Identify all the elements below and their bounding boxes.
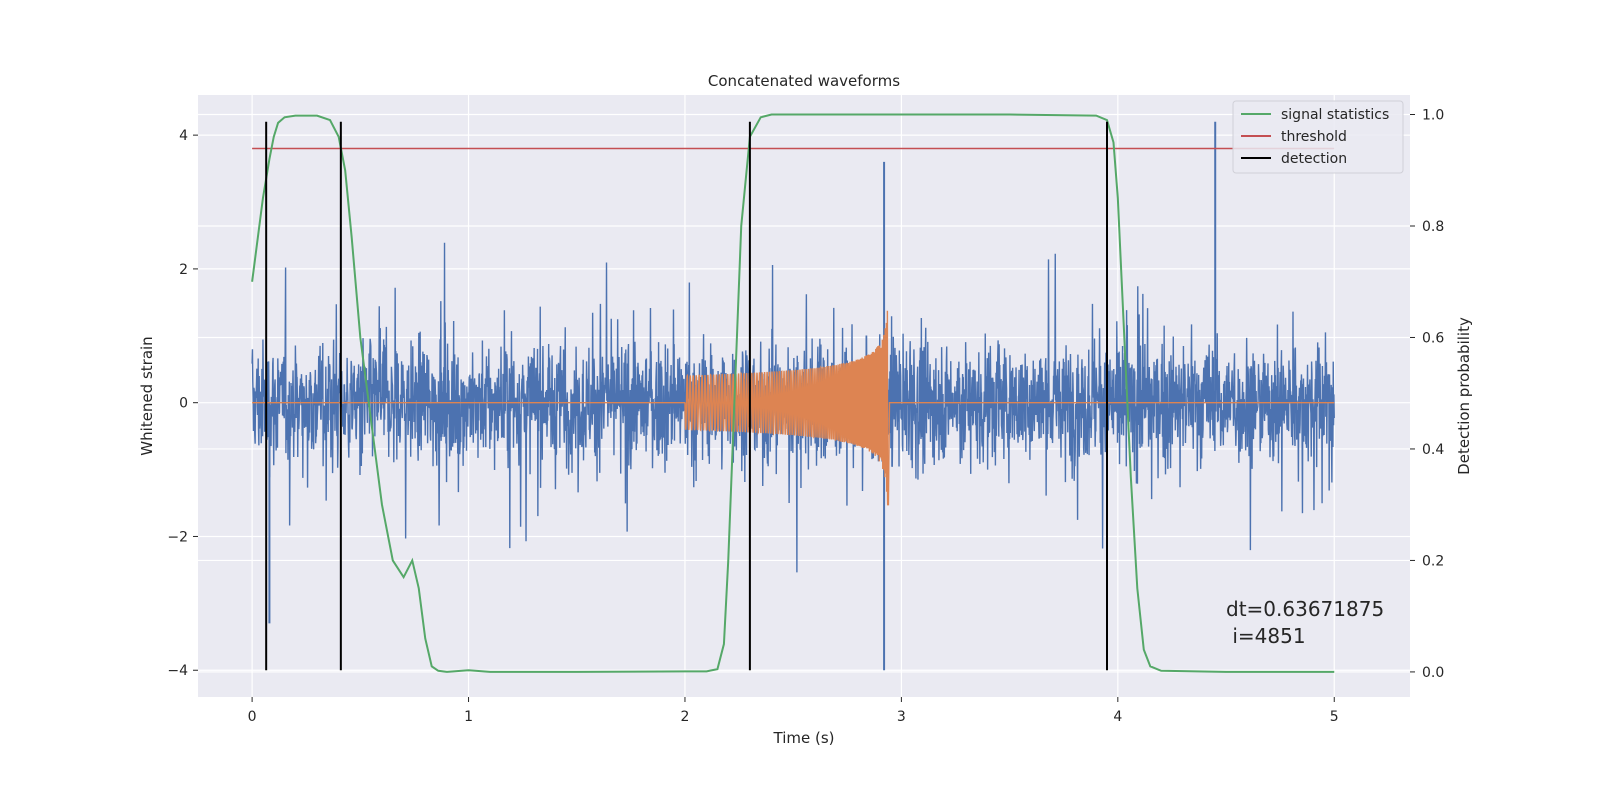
y-axis-label: Whitened strain (138, 336, 156, 455)
y-tick-label: −4 (167, 663, 188, 679)
x-tick-label: 3 (897, 709, 906, 725)
y-tick-label: 0 (179, 396, 188, 412)
injection-line (252, 310, 1335, 506)
injection-series (252, 310, 1335, 506)
chart-title: Concatenated waveforms (708, 72, 900, 90)
signal-statistics-line (251, 113, 1335, 673)
y-tick-label: −2 (167, 529, 188, 545)
signal-statistics-series (251, 113, 1335, 673)
x-tick-label: 1 (464, 709, 473, 725)
y2-tick-label: 1.0 (1422, 108, 1444, 124)
tick-labels: 0 1 2 3 4 5 −4 −2 0 2 4 0.0 0.2 0.4 0.6 0.8 1.0 (167, 108, 1444, 725)
y-tick-label: 2 (179, 262, 188, 278)
x-tick-label: 2 (681, 709, 690, 725)
legend-label: detection (1281, 151, 1347, 167)
y2-tick-label: 0.2 (1422, 553, 1444, 569)
x-axis-label: Time (s) (773, 729, 835, 747)
annotation-index: i=4851 (1226, 624, 1306, 648)
y-tick-label: 4 (179, 128, 188, 144)
y2-tick-label: 0.0 (1422, 665, 1444, 681)
detection-series (265, 121, 1108, 671)
y2-tick-label: 0.4 (1422, 442, 1444, 458)
x-tick-label: 5 (1330, 709, 1339, 725)
legend-box (1232, 100, 1404, 174)
y2-axis-label: Detection probability (1455, 317, 1473, 475)
y2-tick-label: 0.8 (1422, 219, 1444, 235)
legend: signal statistics threshold detection (1232, 100, 1404, 174)
x-tick-label: 0 (248, 709, 257, 725)
y2-tick-label: 0.6 (1422, 330, 1444, 346)
legend-label: signal statistics (1281, 107, 1389, 123)
annotation-dt: dt=0.63671875 (1226, 597, 1384, 621)
legend-label: threshold (1281, 129, 1347, 145)
x-tick-label: 4 (1113, 709, 1122, 725)
